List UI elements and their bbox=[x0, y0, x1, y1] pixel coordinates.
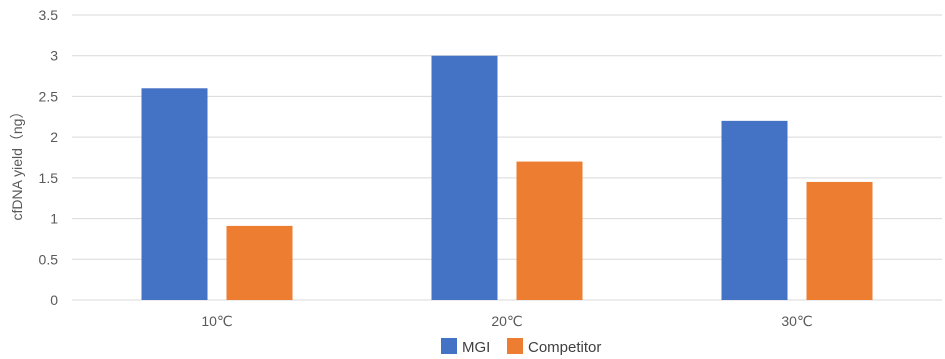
bar-competitor-1 bbox=[516, 161, 583, 300]
bar-mgi-0 bbox=[141, 88, 208, 301]
y-tick-label: 3.5 bbox=[39, 7, 59, 23]
x-axis-tick-labels: 10℃ 20℃ 30℃ bbox=[201, 313, 812, 329]
gridlines bbox=[72, 14, 942, 301]
bars bbox=[141, 55, 873, 301]
legend-label-competitor: Competitor bbox=[528, 339, 601, 356]
bar-competitor-0 bbox=[226, 225, 293, 300]
legend: MGI Competitor bbox=[441, 338, 601, 356]
bar-mgi-1 bbox=[431, 55, 498, 300]
bar-competitor-2 bbox=[806, 181, 873, 300]
y-axis-tick-labels: 0 0.5 1 1.5 2 2.5 3 3.5 bbox=[39, 7, 59, 308]
y-tick-label: 2.5 bbox=[39, 88, 59, 104]
y-tick-label: 0 bbox=[50, 292, 58, 308]
legend-swatch-competitor bbox=[507, 338, 523, 354]
x-tick-label: 10℃ bbox=[201, 313, 232, 329]
y-axis-title: cfDNA yield（ng） bbox=[9, 105, 25, 221]
y-tick-label: 1.5 bbox=[39, 170, 59, 186]
y-tick-label: 0.5 bbox=[39, 251, 59, 267]
x-tick-label: 30℃ bbox=[781, 313, 812, 329]
legend-swatch-mgi bbox=[441, 338, 457, 354]
bar-mgi-2 bbox=[721, 120, 788, 300]
y-tick-label: 1 bbox=[50, 211, 58, 227]
y-tick-label: 3 bbox=[50, 48, 58, 64]
x-tick-label: 20℃ bbox=[491, 313, 522, 329]
legend-label-mgi: MGI bbox=[462, 339, 490, 356]
y-tick-label: 2 bbox=[50, 129, 58, 145]
